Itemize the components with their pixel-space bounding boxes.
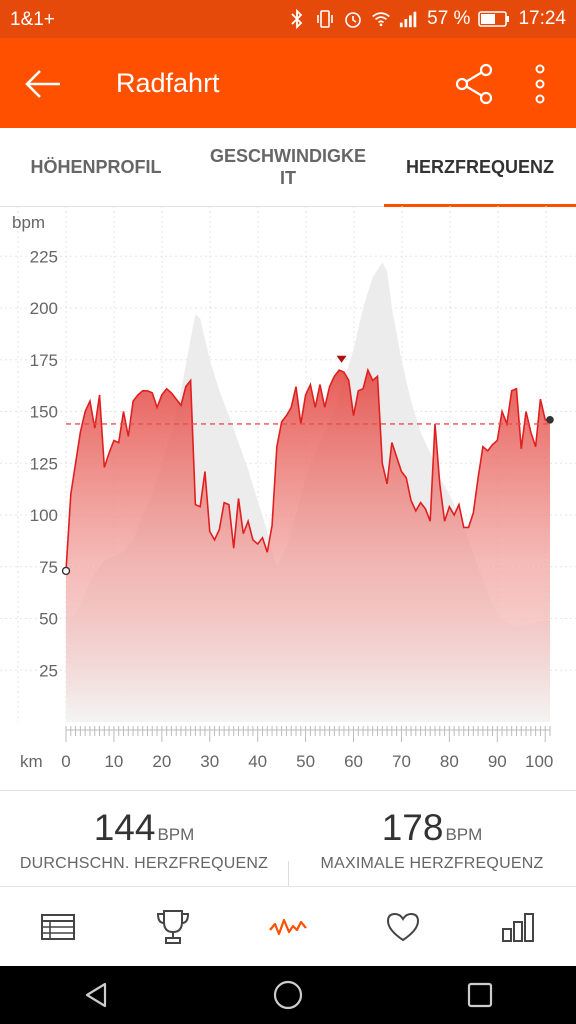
tab-label: IT bbox=[279, 168, 296, 188]
y-tick-label: 150 bbox=[30, 403, 58, 422]
nav-heart[interactable] bbox=[346, 887, 461, 967]
nav-table[interactable] bbox=[0, 887, 115, 967]
vibrate-icon bbox=[315, 9, 335, 29]
x-tick-label: 90 bbox=[488, 752, 507, 771]
back-button[interactable] bbox=[20, 60, 68, 108]
y-tick-label: 75 bbox=[39, 558, 58, 577]
more-vert-icon bbox=[535, 64, 545, 104]
x-axis-label: km bbox=[20, 752, 43, 771]
battery-icon bbox=[478, 9, 510, 29]
nav-trophy[interactable] bbox=[115, 887, 230, 967]
y-axis-label: bpm bbox=[12, 213, 45, 232]
back-triangle-icon bbox=[85, 982, 107, 1008]
bottom-navigation bbox=[0, 886, 576, 967]
share-icon bbox=[455, 63, 493, 105]
system-recents-button[interactable] bbox=[450, 966, 510, 1024]
table-icon bbox=[40, 914, 75, 940]
stat-value: 178 bbox=[381, 807, 444, 848]
tab-bar: HÖHENPROFIL GESCHWINDIGKE IT HERZFREQUEN… bbox=[0, 128, 576, 207]
home-circle-icon bbox=[273, 980, 303, 1010]
stat-unit: BPM bbox=[157, 825, 195, 844]
tab-geschwindigkeit[interactable]: GESCHWINDIGKE IT bbox=[192, 128, 384, 206]
tab-label: HERZFREQUENZ bbox=[406, 157, 554, 177]
page-title: Radfahrt bbox=[116, 68, 220, 98]
recents-square-icon bbox=[467, 982, 493, 1008]
x-tick-label: 0 bbox=[61, 752, 70, 771]
heart-rate-line bbox=[65, 367, 550, 571]
stats-panel: 144 BPM DURCHSCHN. HERZFREQUENZ 178 BPM MA… bbox=[0, 790, 576, 887]
heart-rate-chart[interactable]: 25 50 75 100 125 150 175 200 225 0 10 20 30 40 50 60 70 8… bbox=[0, 206, 576, 790]
share-button[interactable] bbox=[450, 60, 498, 108]
stat-unit: BPM bbox=[445, 825, 483, 844]
bar-chart-icon bbox=[502, 913, 535, 942]
y-tick-label: 25 bbox=[39, 661, 58, 680]
tab-herzfrequenz[interactable]: HERZFREQUENZ bbox=[384, 128, 576, 207]
status-bar: 1&1+ 57 % 17:24 bbox=[0, 0, 576, 38]
x-tick-label: 50 bbox=[296, 752, 315, 771]
chart-svg: 25 50 75 100 125 150 175 200 225 0 10 20 30 40 50 60 70 8… bbox=[0, 206, 576, 771]
heart-icon bbox=[387, 912, 420, 942]
clock: 17:24 bbox=[518, 8, 566, 29]
y-tick-label: 100 bbox=[30, 506, 58, 525]
stat-label: DURCHSCHN. HERZFREQUENZ bbox=[19, 855, 269, 872]
chart-line-icon bbox=[269, 918, 307, 936]
trophy-icon bbox=[156, 910, 189, 944]
x-tick-label: 10 bbox=[104, 752, 123, 771]
average-heart-rate: 144 BPM DURCHSCHN. HERZFREQUENZ bbox=[0, 791, 288, 887]
nav-chart[interactable] bbox=[230, 887, 345, 967]
start-marker bbox=[61, 566, 71, 576]
y-tick-label: 125 bbox=[30, 454, 58, 473]
max-heart-rate: 178 BPM MAXIMALE HERZFREQUENZ bbox=[288, 791, 576, 887]
more-options-button[interactable] bbox=[520, 60, 560, 108]
y-tick-label: 50 bbox=[39, 610, 58, 629]
system-navigation-bar bbox=[0, 966, 576, 1024]
y-tick-label: 175 bbox=[30, 351, 58, 370]
y-tick-label: 225 bbox=[30, 247, 58, 266]
max-marker bbox=[336, 355, 347, 363]
system-home-button[interactable] bbox=[258, 966, 318, 1024]
battery-percent: 57 % bbox=[427, 8, 471, 29]
y-tick-label: 200 bbox=[30, 299, 58, 318]
alarm-icon bbox=[343, 9, 363, 29]
x-tick-label: 70 bbox=[392, 752, 411, 771]
x-tick-label: 30 bbox=[200, 752, 219, 771]
tab-label: HÖHENPROFIL bbox=[30, 157, 162, 177]
wifi-icon bbox=[371, 9, 391, 29]
x-tick-label: 20 bbox=[152, 752, 171, 771]
carrier-name: 1&1+ bbox=[10, 9, 55, 30]
nav-statistics[interactable] bbox=[461, 887, 576, 967]
tab-hoehenprofil[interactable]: HÖHENPROFIL bbox=[0, 128, 192, 206]
stat-label: MAXIMALE HERZFREQUENZ bbox=[320, 855, 544, 872]
tab-label: GESCHWINDIGKE bbox=[209, 146, 366, 166]
signal-icon bbox=[399, 9, 419, 29]
arrow-left-icon bbox=[25, 70, 60, 98]
app-bar: Radfahrt bbox=[0, 38, 576, 128]
stat-value: 144 bbox=[93, 807, 156, 848]
x-tick-label: 60 bbox=[344, 752, 363, 771]
bluetooth-icon bbox=[287, 9, 307, 29]
x-tick-label: 40 bbox=[248, 752, 267, 771]
x-tick-label: 100 bbox=[525, 752, 553, 771]
x-tick-label: 80 bbox=[440, 752, 459, 771]
end-marker bbox=[546, 415, 554, 424]
heart-rate-area bbox=[66, 370, 550, 722]
system-back-button[interactable] bbox=[66, 966, 126, 1024]
